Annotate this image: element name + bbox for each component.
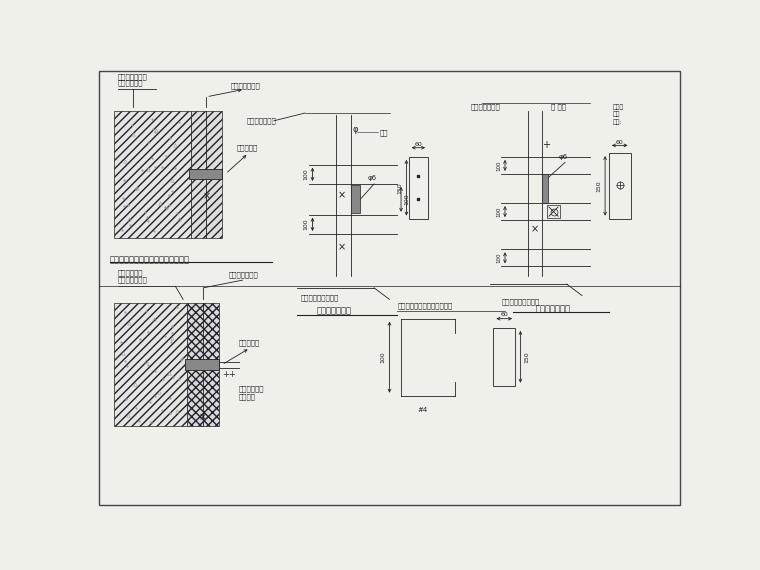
Text: 混凝土保护层的厚度: 混凝土保护层的厚度 (501, 299, 540, 305)
Text: 60: 60 (414, 142, 423, 147)
Text: 柱或墙内主筋筋: 柱或墙内主筋筋 (470, 104, 500, 110)
Text: 钢筋混凝土柱: 钢筋混凝土柱 (118, 80, 143, 86)
Text: φ6: φ6 (559, 154, 568, 160)
Text: 见大样图: 见大样图 (239, 393, 255, 400)
Bar (409, 157, 428, 218)
Text: 图例: 图例 (379, 129, 388, 136)
Bar (191, 111, 222, 238)
Text: 60: 60 (616, 140, 624, 145)
Text: 150: 150 (597, 180, 601, 192)
Text: +: + (542, 140, 549, 150)
Text: 预埋连接板做法: 预埋连接板做法 (536, 304, 571, 313)
Text: ×: × (530, 225, 538, 234)
Text: 混凝土保护层的厚度: 混凝土保护层的厚度 (301, 295, 339, 301)
Bar (542, 174, 548, 203)
Text: 预埋连接板: 预埋连接板 (239, 339, 260, 346)
Bar (547, 205, 559, 218)
Text: 砖砂或其他建筑材料填塞厚度: 砖砂或其他建筑材料填塞厚度 (397, 302, 452, 309)
Text: 孔或洞内主筋筋: 孔或洞内主筋筋 (247, 117, 277, 124)
Text: 或钢筋混凝土墙: 或钢筋混凝土墙 (118, 277, 147, 283)
Text: 柱或墙内主钢筋: 柱或墙内主钢筋 (229, 271, 258, 278)
Bar (188, 169, 222, 180)
Text: 编号: 编号 (613, 112, 620, 117)
Text: 60: 60 (500, 312, 508, 317)
Text: 100: 100 (496, 253, 502, 263)
Text: φ: φ (352, 125, 358, 135)
Bar (185, 360, 220, 370)
Text: 100: 100 (496, 206, 502, 217)
Bar (187, 303, 220, 426)
Text: ×: × (337, 190, 346, 201)
Text: 筋了连接线详: 筋了连接线详 (239, 385, 264, 392)
Text: ×: × (337, 243, 346, 253)
Text: 100: 100 (405, 193, 410, 205)
Text: 150: 150 (524, 351, 529, 363)
Text: 100: 100 (381, 351, 386, 363)
Text: 预埋连接板做法: 预埋连接板做法 (316, 307, 351, 315)
Text: ×: × (199, 412, 207, 422)
Text: φ6: φ6 (368, 175, 377, 181)
Bar (351, 185, 360, 213)
Text: ×: × (202, 191, 211, 201)
Bar (114, 303, 187, 426)
Text: 150: 150 (397, 182, 403, 194)
Text: ++: ++ (222, 370, 236, 380)
Text: #4: #4 (417, 406, 428, 413)
Text: 100: 100 (304, 218, 309, 230)
Bar (114, 111, 191, 238)
Text: 100: 100 (304, 169, 309, 180)
Bar (493, 328, 515, 386)
Text: 100: 100 (496, 160, 502, 170)
Text: 制造厂: 制造厂 (613, 104, 624, 109)
Text: 〈 层板: 〈 层板 (551, 104, 566, 110)
Text: 或钢筋混凝土墙: 或钢筋混凝土墙 (118, 74, 147, 80)
Bar (609, 153, 631, 218)
Text: 钢筋混凝土柱: 钢筋混凝土柱 (118, 269, 143, 276)
Text: 柱和墙面无砖墙或其他建筑材料隔开: 柱和墙面无砖墙或其他建筑材料隔开 (110, 255, 190, 264)
Text: 柱或墙内主筋筋: 柱或墙内主筋筋 (231, 82, 261, 89)
Text: 预埋连接板: 预埋连接板 (237, 144, 258, 151)
Text: 规格:: 规格: (613, 120, 622, 125)
